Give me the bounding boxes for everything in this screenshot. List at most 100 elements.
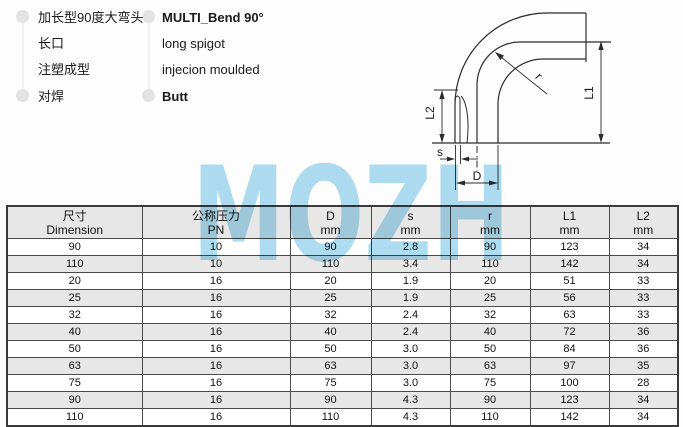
column-header: L1 mm [529, 205, 610, 239]
table-cell: 40 [449, 323, 531, 341]
table-cell: 110 [6, 408, 143, 427]
table-cell: 34 [608, 238, 679, 256]
table-cell: 16 [141, 306, 291, 324]
table-cell: 50 [6, 340, 143, 358]
bullet-track [22, 22, 24, 90]
table-cell: 63 [449, 357, 531, 375]
table-cell: 20 [449, 272, 531, 290]
table-cell: 3.0 [370, 374, 451, 392]
table-row: 40 16 40 2.4 40 72 36 [6, 323, 679, 341]
table-cell: 33 [608, 289, 679, 307]
table-cell: 4.3 [370, 391, 451, 409]
table-cell: 40 [289, 323, 372, 341]
dim-label-r: r [532, 70, 545, 82]
table-row: 63 16 63 3.0 63 97 35 [6, 357, 679, 375]
table-row: 90 10 90 2.8 90 123 34 [6, 238, 679, 256]
table-cell: 16 [141, 340, 291, 358]
dim-label-s: s [437, 145, 443, 159]
column-header: r mm [449, 205, 531, 239]
table-cell: 123 [529, 391, 610, 409]
spigot-wall [454, 95, 461, 144]
spec-table-body: 90 10 90 2.8 90 123 34 110 10 110 3.4 110 142 34 20 16 2… [6, 238, 679, 427]
table-cell: 110 [449, 255, 531, 273]
table-cell: 16 [141, 323, 291, 341]
bullet-track [148, 22, 150, 90]
table-cell: 16 [141, 357, 291, 375]
table-cell: 90 [289, 391, 372, 409]
bullet-icon [16, 10, 29, 23]
table-cell: 84 [529, 340, 610, 358]
product-notes: 加长型90度大弯头 长口 注塑成型 对焊 MULTI_Bend 90° long… [0, 0, 400, 120]
table-cell: 1.9 [370, 289, 451, 307]
table-cell: 90 [6, 391, 143, 409]
note-en-moulded: injecion moulded [162, 62, 260, 77]
table-cell: 123 [529, 238, 610, 256]
table-row: 32 16 32 2.4 32 63 33 [6, 306, 679, 324]
table-cell: 34 [608, 408, 679, 427]
table-cell: 40 [6, 323, 143, 341]
table-cell: 110 [289, 255, 372, 273]
table-cell: 35 [608, 357, 679, 375]
table-cell: 110 [6, 255, 143, 273]
table-row: 75 16 75 3.0 75 100 28 [6, 374, 679, 392]
column-header: 公称压力 PN [141, 205, 291, 239]
note-en-spigot: long spigot [162, 36, 225, 51]
table-cell: 3.0 [370, 340, 451, 358]
table-cell: 32 [449, 306, 531, 324]
column-header: L2 mm [608, 205, 679, 239]
table-cell: 25 [289, 289, 372, 307]
bullet-icon [142, 10, 155, 23]
table-cell: 110 [289, 408, 372, 427]
table-cell: 20 [6, 272, 143, 290]
dim-label-d: D [473, 169, 482, 183]
column-header: 尺寸 Dimension [6, 205, 143, 239]
table-cell: 32 [6, 306, 143, 324]
table-cell: 33 [608, 306, 679, 324]
table-cell: 32 [289, 306, 372, 324]
table-cell: 63 [6, 357, 143, 375]
table-cell: 75 [6, 374, 143, 392]
table-row: 25 16 25 1.9 25 56 33 [6, 289, 679, 307]
note-zh-spigot: 长口 [38, 36, 65, 51]
table-cell: 4.3 [370, 408, 451, 427]
table-cell: 2.4 [370, 323, 451, 341]
table-cell: 16 [141, 374, 291, 392]
product-title: MULTI_Bend 90° [162, 10, 264, 25]
table-cell: 10 [141, 238, 291, 256]
table-cell: 90 [449, 391, 531, 409]
table-cell: 50 [449, 340, 531, 358]
table-row: 110 16 110 4.3 110 142 34 [6, 408, 679, 427]
table-cell: 34 [608, 255, 679, 273]
table-cell: 90 [449, 238, 531, 256]
table-cell: 72 [529, 323, 610, 341]
table-cell: 75 [289, 374, 372, 392]
table-cell: 16 [141, 289, 291, 307]
dimension-lines [434, 43, 602, 190]
table-cell: 90 [6, 238, 143, 256]
bullet-icon [16, 89, 29, 102]
table-cell: 3.4 [370, 255, 451, 273]
table-cell: 90 [289, 238, 372, 256]
note-zh-butt: 对焊 [38, 89, 65, 104]
table-cell: 2.8 [370, 238, 451, 256]
table-cell: 20 [289, 272, 372, 290]
dimension-arrows [439, 41, 604, 186]
table-cell: 51 [529, 272, 610, 290]
table-row: 90 16 90 4.3 90 123 34 [6, 391, 679, 409]
table-cell: 100 [529, 374, 610, 392]
socket-curve [460, 95, 469, 144]
table-cell: 50 [289, 340, 372, 358]
note-zh-title: 加长型90度大弯头 [38, 10, 144, 25]
dim-label-l1: L1 [582, 86, 596, 100]
table-cell: 142 [529, 408, 610, 427]
bullet-icon [142, 89, 155, 102]
table-cell: 36 [608, 323, 679, 341]
table-cell: 1.9 [370, 272, 451, 290]
table-cell: 2.4 [370, 306, 451, 324]
table-cell: 56 [529, 289, 610, 307]
table-cell: 16 [141, 408, 291, 427]
table-cell: 97 [529, 357, 610, 375]
